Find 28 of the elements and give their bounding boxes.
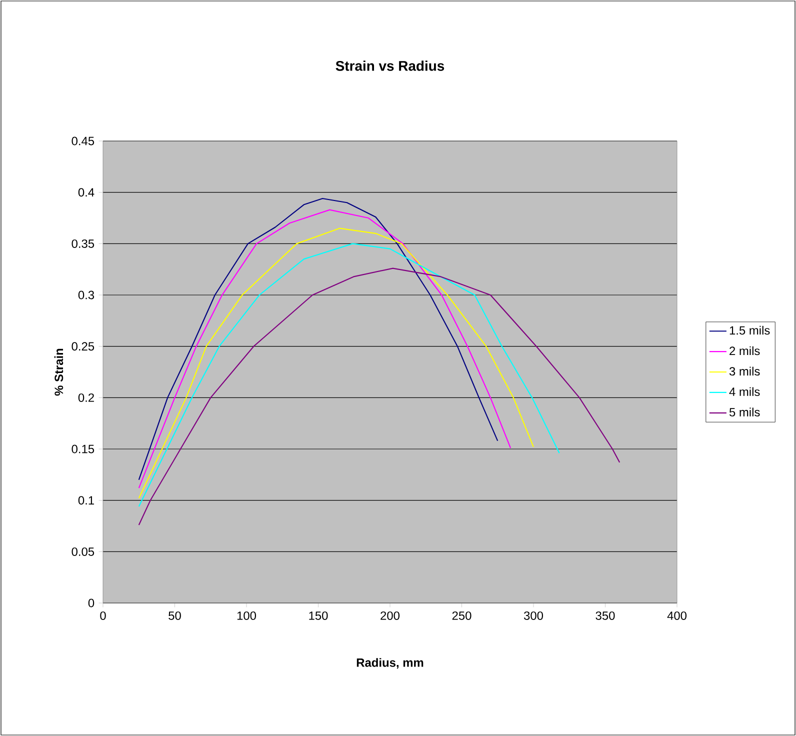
y-tick-label: 0.2 [78, 393, 94, 402]
chart-title: Strain vs Radius [336, 60, 444, 71]
line-series [138, 268, 620, 526]
x-tick-label: 150 [309, 611, 328, 620]
legend-label: 2 mils [730, 346, 760, 356]
x-tick-label: 350 [596, 611, 615, 620]
y-tick-label: 0.45 [72, 136, 94, 146]
x-tick-label: 0 [100, 611, 106, 620]
x-tick-label: 200 [380, 611, 400, 620]
y-axis-title: % Strain [54, 348, 64, 396]
legend-label: 4 mils [729, 387, 760, 396]
y-tick-label: 0.3 [78, 290, 94, 300]
x-axis-title: Radius, mm [356, 658, 424, 669]
y-tick-label: 0.1 [78, 496, 94, 505]
y-tick-label: 0.4 [78, 188, 94, 197]
y-tick-label: 0.25 [72, 342, 94, 351]
x-tick-label: 300 [524, 611, 544, 620]
y-tick-label: 0.15 [72, 444, 94, 454]
y-tick-label: 0.35 [72, 239, 94, 248]
legend-label: 3 mils [729, 366, 760, 376]
y-tick-label: 0 [88, 598, 94, 608]
x-tick-label: 250 [452, 611, 472, 620]
x-tick-label: 50 [168, 611, 181, 620]
legend-label: 1.5 mils [730, 326, 770, 335]
x-tick-label: 400 [667, 611, 687, 620]
legend-label: 5 mils [729, 408, 760, 416]
y-tick-label: 0.05 [72, 547, 94, 556]
x-tick-label: 100 [237, 611, 256, 620]
